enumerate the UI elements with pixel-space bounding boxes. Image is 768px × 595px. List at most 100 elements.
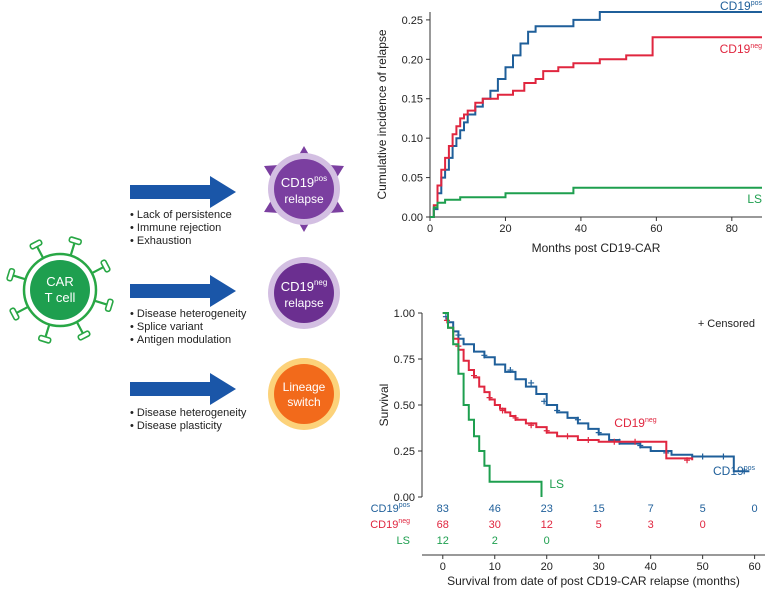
x-tick-label: 60 <box>748 561 760 573</box>
y-tick-label: 0.00 <box>394 492 415 504</box>
car-receptor-stalk-icon <box>15 305 29 315</box>
risk-count: 68 <box>437 519 449 531</box>
censor-mark-cd19pos <box>741 468 748 475</box>
x-tick-label: 60 <box>650 223 662 235</box>
x-tick-label: 40 <box>645 561 657 573</box>
risk-count: 2 <box>492 535 498 547</box>
risk-count: 5 <box>596 519 602 531</box>
censor-mark-cd19pos <box>720 453 727 460</box>
car-t-cell-body <box>30 260 90 320</box>
car-t-cell-label-line1: CAR <box>46 274 73 289</box>
series-label-cd19neg: CD19neg <box>614 416 656 430</box>
arrow-icon-cd19neg <box>130 275 236 307</box>
car-receptor-stalk-icon <box>44 324 51 339</box>
x-tick-label: 10 <box>489 561 501 573</box>
lineage-switch-label-line2: switch <box>287 395 320 409</box>
risk-count: 3 <box>648 519 654 531</box>
censor-mark-cd19neg <box>611 438 618 445</box>
car-receptor-domain-icon <box>68 236 83 246</box>
y-tick-label: 0.25 <box>394 446 415 458</box>
series-label-cd19pos: CD19pos <box>713 464 755 478</box>
x-tick-label: 0 <box>427 223 433 235</box>
censor-mark-cd19pos <box>574 416 581 423</box>
censor-mark-cd19neg <box>528 422 535 429</box>
censor-mark-cd19pos <box>637 442 644 449</box>
series-label-ls: LS <box>747 192 762 206</box>
risk-count: 15 <box>593 503 605 515</box>
car-receptor-domain-icon <box>29 239 43 250</box>
risk-count: 30 <box>489 519 501 531</box>
y-tick-label: 1.00 <box>394 308 415 320</box>
y-tick-label: 0.75 <box>394 354 415 366</box>
censor-mark-cd19neg <box>512 414 519 421</box>
mechanism-item: Immune rejection <box>130 222 232 235</box>
risk-row-label: LS <box>397 535 410 547</box>
mechanism-list-cd19neg: Disease heterogeneity Splice variant Ant… <box>130 308 246 347</box>
car-receptor-head-icon <box>100 259 111 273</box>
series-line-cd19pos <box>442 312 750 473</box>
censor-mark-cd19neg <box>543 427 550 434</box>
series-line-cd19neg <box>442 312 694 461</box>
risk-row-label: CD19neg <box>370 518 410 531</box>
mechanism-item: Disease heterogeneity <box>130 308 246 321</box>
cd19pos-relapse-cell: CD19pos relapse <box>264 146 344 232</box>
risk-count: 12 <box>437 535 449 547</box>
car-receptor-stalk-icon <box>75 321 85 335</box>
censor-mark-cd19neg <box>632 438 639 445</box>
risk-row-label: CD19pos <box>371 502 411 515</box>
risk-count: 46 <box>489 503 501 515</box>
car-receptor-domain-icon <box>6 267 16 282</box>
car-receptor-domain-icon <box>104 298 114 313</box>
series-line-cd19pos <box>430 11 762 218</box>
y-axis-label: Cumulative incidence of relapse <box>375 29 389 199</box>
censor-mark-cd19pos <box>699 453 706 460</box>
car-receptor-stalk-icon <box>11 274 26 281</box>
censor-mark-cd19neg <box>684 457 691 464</box>
censor-mark-cd19neg <box>470 372 477 379</box>
car-receptor-stalk-icon <box>91 265 105 275</box>
car-receptor-domain-icon <box>9 307 20 321</box>
car-receptor-head-icon <box>37 334 52 344</box>
mechanism-item: Disease heterogeneity <box>130 407 246 420</box>
x-tick-label: 0 <box>440 561 446 573</box>
cd19neg-relapse-cell: CD19neg relapse <box>268 257 340 329</box>
cd19pos-relapse-label-line2: relapse <box>284 192 324 206</box>
risk-count: 7 <box>648 503 654 515</box>
car-receptor-head-icon <box>77 330 91 341</box>
car-receptor-head-icon <box>104 298 114 313</box>
mechanism-list-cd19pos: Lack of persistence Immune rejection Exh… <box>130 209 232 248</box>
x-axis-label: Survival from date of post CD19-CAR rela… <box>447 574 740 588</box>
censor-mark-cd19neg <box>499 407 506 414</box>
y-tick-label: 0.05 <box>402 173 423 185</box>
censor-mark-cd19pos <box>528 379 535 386</box>
cd19pos-relapse-label-line1: CD19pos <box>281 174 327 190</box>
car-t-cell: CAR T cell <box>6 236 114 344</box>
x-tick-label: 20 <box>499 223 511 235</box>
series-line-ls <box>442 312 543 497</box>
mechanism-item: Lack of persistence <box>130 209 232 222</box>
x-tick-label: 80 <box>726 223 738 235</box>
risk-count: 83 <box>437 503 449 515</box>
series-line-ls <box>430 186 762 218</box>
mechanism-item: Disease plasticity <box>130 420 246 433</box>
y-tick-label: 0.20 <box>402 54 423 66</box>
risk-count: 12 <box>541 519 553 531</box>
car-t-cell-label-line2: T cell <box>45 290 76 305</box>
survival-chart: 0.00 0.25 0.50 0.75 1.00 Survival + Censored CD… <box>370 308 765 588</box>
risk-count: 0 <box>700 519 706 531</box>
censor-mark-cd19neg <box>585 436 592 443</box>
lineage-switch-label-line1: Lineage <box>283 380 326 394</box>
risk-count: 0 <box>544 535 550 547</box>
censor-mark-cd19neg <box>564 433 571 440</box>
series-line-cd19neg <box>430 36 762 218</box>
arrow-icon-cd19pos <box>130 176 236 208</box>
censor-mark-cd19neg <box>486 394 493 401</box>
y-tick-label: 0.50 <box>394 400 415 412</box>
lineage-switch-cell: Lineage switch <box>268 358 340 430</box>
mechanism-item: Splice variant <box>130 321 246 334</box>
x-tick-label: 50 <box>697 561 709 573</box>
car-receptor-head-icon <box>68 236 83 246</box>
y-axis-label: Survival <box>377 384 391 427</box>
arrow-icon-lineage <box>130 373 236 405</box>
